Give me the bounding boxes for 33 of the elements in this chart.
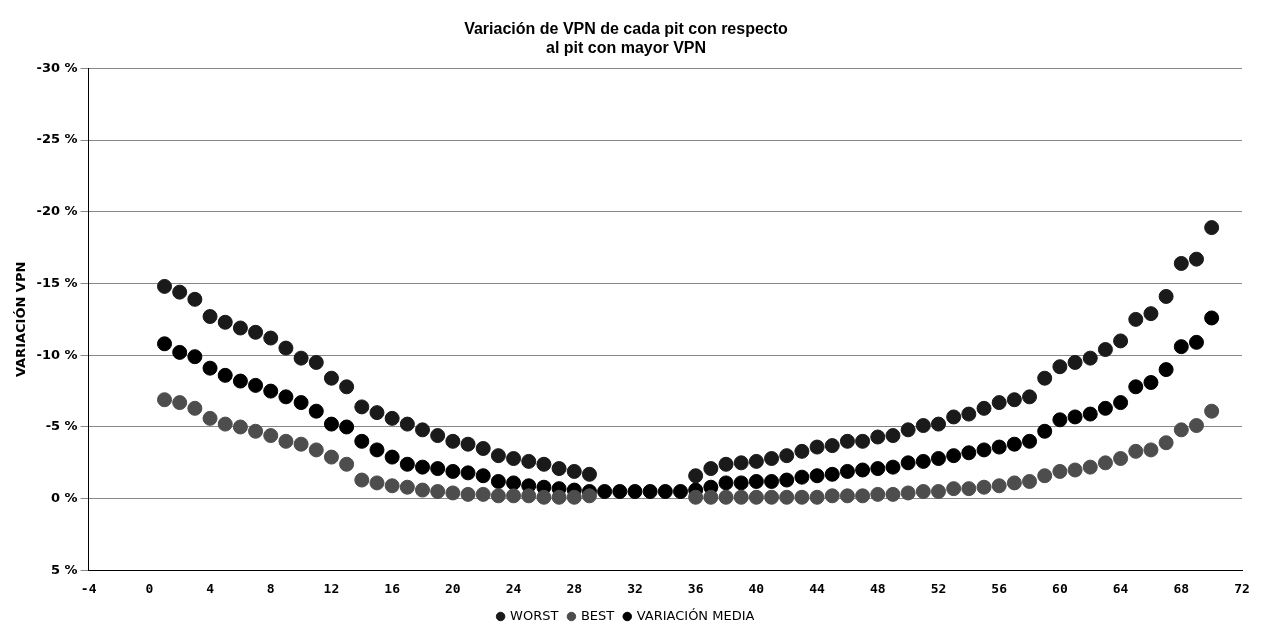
x-tick-label: 32 [627, 580, 643, 596]
y-tick-label: -5 % [45, 418, 78, 434]
x-tick-label: 36 [687, 580, 704, 596]
x-tick-label: 8 [266, 580, 275, 596]
y-tick-label: 0 % [51, 490, 78, 506]
x-tick-label: 52 [930, 580, 947, 596]
x-tick-label: 68 [1173, 580, 1190, 596]
legend-label: BEST [580, 607, 615, 623]
x-tick-label: 60 [1052, 580, 1068, 596]
y-axis-title: VARIACIÓN VPN [13, 261, 29, 378]
x-tick-label: 20 [445, 580, 461, 596]
chart-title: Variación de VPN de cada pit con respecto al pit con mayor VPN [464, 20, 789, 57]
legend-label: WORST [510, 607, 559, 623]
y-tick-label: 5 % [51, 561, 78, 577]
x-tick-label: 16 [384, 580, 401, 596]
y-tick-label: -15 % [36, 274, 78, 290]
x-tick-label: -4 [80, 580, 97, 596]
x-tick-label: 56 [991, 580, 1008, 596]
x-tick-label: 64 [1112, 580, 1129, 596]
legend-label: VARIACIÓN MEDIA [636, 607, 755, 623]
x-tick-label: 12 [323, 580, 340, 596]
y-tick-label: -25 % [36, 131, 78, 147]
x-tick-label: 28 [566, 580, 583, 596]
y-tick-label: -30 % [36, 59, 78, 75]
y-tick-label: -10 % [36, 346, 78, 362]
x-tick-label: 40 [748, 580, 765, 596]
x-tick-label: 72 [1234, 580, 1250, 596]
y-tick-label: -20 % [36, 203, 78, 219]
x-tick-label: 24 [505, 580, 522, 596]
x-tick-label: 4 [206, 580, 215, 596]
x-tick-label: 0 [145, 580, 154, 596]
x-tick-label: 48 [869, 580, 886, 596]
x-tick-label: 44 [809, 580, 826, 596]
